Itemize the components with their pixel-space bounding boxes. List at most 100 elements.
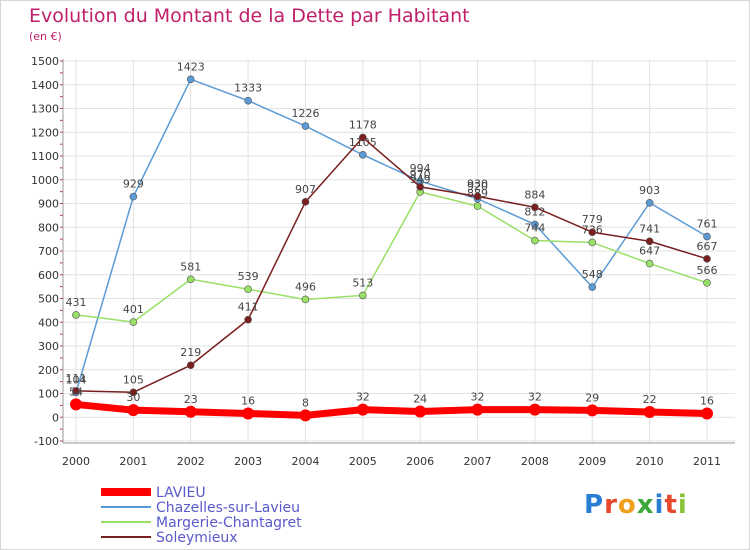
data-point	[356, 403, 369, 416]
x-tick-label: 2008	[521, 455, 549, 468]
y-tick-label: 400	[38, 316, 59, 329]
y-tick-label: 500	[38, 293, 59, 306]
data-point	[359, 291, 367, 300]
data-point	[703, 255, 711, 263]
data-label: 667	[697, 240, 718, 253]
data-point	[359, 133, 367, 142]
data-label: 105	[123, 373, 144, 386]
data-label: 581	[180, 260, 201, 273]
x-tick-label: 2011	[693, 455, 721, 468]
y-tick-label: 100	[38, 388, 59, 401]
data-point	[184, 405, 197, 418]
data-point	[301, 122, 310, 130]
data-label: 411	[238, 301, 259, 314]
y-tick-label: 900	[38, 198, 59, 211]
data-point	[586, 404, 599, 417]
y-tick-label: 1500	[31, 55, 59, 68]
data-label: 930	[467, 177, 488, 190]
data-point	[244, 96, 252, 105]
data-point	[244, 285, 252, 294]
data-point	[588, 228, 597, 237]
data-label: 401	[123, 303, 144, 316]
data-point	[645, 237, 654, 246]
series-line-0	[72, 400, 711, 419]
x-tick-label: 2001	[119, 455, 147, 468]
data-point	[186, 75, 195, 84]
data-point	[186, 361, 195, 370]
series-line-1	[75, 78, 708, 394]
y-tick-label: -100	[34, 435, 59, 448]
data-label: 23	[184, 393, 198, 406]
data-point	[588, 283, 597, 291]
data-point	[72, 311, 80, 319]
proxiti-logo: Proxiti	[584, 490, 688, 520]
data-label: 32	[356, 391, 370, 404]
data-label: 513	[352, 276, 373, 289]
data-label: 16	[700, 394, 714, 407]
data-point	[645, 198, 654, 207]
data-label: 907	[295, 183, 316, 196]
x-tick-label: 2003	[234, 455, 262, 468]
data-label: 548	[582, 268, 603, 281]
legend-label: Margerie-Chantagret	[156, 515, 302, 531]
data-point	[703, 232, 711, 241]
y-tick-label: 800	[38, 221, 59, 234]
logo-letter: x	[636, 490, 655, 520]
data-label: 496	[295, 280, 316, 293]
chart-subtitle: (en €)	[29, 30, 62, 43]
legend-label: LAVIEU	[156, 485, 206, 501]
data-label: 1178	[349, 118, 377, 131]
data-label: 761	[697, 218, 718, 231]
data-point	[301, 198, 310, 206]
data-label: 812	[524, 205, 545, 218]
x-tick-label: 2000	[62, 455, 90, 468]
data-point	[359, 151, 367, 159]
x-tick-label: 2010	[636, 455, 664, 468]
data-label: 929	[123, 178, 144, 191]
data-point	[531, 236, 539, 245]
data-point	[242, 407, 255, 420]
data-point	[129, 192, 138, 201]
x-tick-label: 2002	[177, 455, 205, 468]
data-point	[244, 315, 252, 324]
data-point	[414, 405, 427, 418]
data-label: 16	[241, 394, 255, 407]
x-tick-label: 2004	[291, 455, 319, 468]
data-label: 647	[639, 245, 660, 258]
data-label: 431	[66, 296, 87, 309]
data-label: 970	[410, 168, 431, 181]
data-label: 903	[639, 184, 660, 197]
data-label: 1333	[234, 82, 262, 95]
data-point	[471, 403, 484, 416]
data-point	[703, 279, 711, 287]
y-tick-label: 700	[38, 245, 59, 258]
x-tick-label: 2005	[349, 455, 377, 468]
data-point	[301, 295, 310, 304]
data-label: 741	[639, 222, 660, 235]
data-label: 744	[524, 222, 545, 235]
data-point	[70, 398, 82, 411]
data-label: 30	[126, 391, 140, 404]
logo-letter: r	[604, 490, 618, 520]
data-label: 32	[471, 391, 485, 404]
data-label: 779	[582, 213, 603, 226]
y-tick-label: 300	[38, 340, 59, 353]
data-label: 994	[410, 162, 431, 175]
legend-label: Soleymieux	[156, 530, 238, 546]
logo-letter: P	[584, 490, 605, 520]
y-tick-label: 1100	[31, 150, 59, 163]
data-label: 111	[66, 372, 87, 385]
data-label: 8	[302, 396, 309, 409]
data-label: 54	[69, 385, 83, 398]
data-point	[473, 202, 482, 210]
x-tick-label: 2009	[578, 455, 606, 468]
legend-label: Chazelles-sur-Lavieu	[156, 500, 300, 516]
series-line-3	[75, 136, 708, 394]
data-point	[531, 220, 539, 229]
data-label: 32	[528, 391, 542, 404]
data-label: 29	[585, 391, 599, 404]
y-tick-label: 600	[38, 269, 59, 282]
data-point	[127, 404, 140, 417]
data-point	[701, 407, 713, 420]
